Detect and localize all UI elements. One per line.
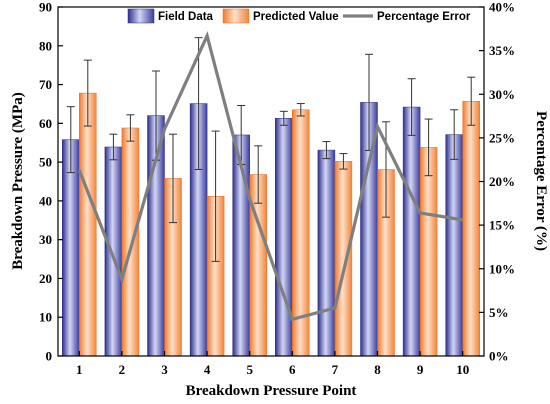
y-tick-label: 40	[39, 193, 52, 208]
y2-tick-label: 10%	[489, 261, 515, 276]
error-bars-layer	[66, 37, 476, 262]
x-tick-label: 5	[246, 362, 253, 377]
predicted-value-bar	[334, 161, 353, 357]
field-data-bar	[104, 146, 123, 357]
predicted-value-bar	[419, 147, 438, 357]
field-data-bar	[317, 149, 336, 357]
predicted-value-bar	[121, 127, 140, 357]
legend-predicted-value-label: Predicted Value	[253, 11, 339, 23]
x-tick-label: 3	[161, 362, 168, 377]
field-data-bar	[402, 106, 421, 357]
field-data-bar	[445, 134, 463, 357]
y2-axis-title: Percentage Error (%)	[533, 111, 549, 251]
x-tick-label: 10	[456, 362, 469, 377]
y-tick-label: 70	[39, 77, 52, 92]
left-axis: 0 10 20 30 40 50 60 70 80 90	[39, 0, 63, 364]
y2-tick-label: 20%	[489, 174, 515, 189]
error-line-layer	[77, 31, 463, 322]
bars-layer	[62, 92, 480, 357]
y-tick-label: 50	[39, 155, 52, 170]
predicted-value-bar	[462, 100, 480, 357]
legend-field-data-swatch	[127, 8, 155, 24]
y-axis-title: Breakdown Pressure (MPa)	[10, 92, 26, 270]
percentage-error-line	[77, 31, 463, 322]
y2-tick-label: 30%	[489, 87, 515, 102]
legend-field-data-label: Field Data	[158, 11, 214, 23]
x-axis-title: Breakdown Pressure Point	[186, 383, 357, 399]
y2-tick-label: 25%	[489, 130, 515, 145]
y2-tick-label: 0%	[489, 349, 509, 364]
field-data-bar	[275, 118, 293, 357]
y-tick-label: 60	[39, 116, 52, 131]
legend-predicted-value-swatch	[222, 8, 250, 24]
legend: Field Data Predicted Value Percentage Erro…	[127, 8, 471, 24]
y2-tick-label: 40%	[489, 0, 515, 15]
y-tick-label: 20	[39, 271, 52, 286]
y2-tick-label: 15%	[489, 218, 515, 233]
y-tick-label: 10	[39, 310, 52, 325]
y2-tick-label: 5%	[489, 305, 509, 320]
x-tick-label: 2	[119, 362, 126, 377]
y2-tick-label: 35%	[489, 43, 515, 58]
y-tick-label: 90	[39, 0, 52, 15]
x-tick-label: 4	[204, 362, 211, 377]
y-tick-label: 0	[46, 349, 53, 364]
predicted-value-bar	[79, 92, 97, 357]
y-tick-label: 30	[39, 232, 52, 247]
legend-percentage-error-label: Percentage Error	[377, 11, 471, 23]
right-axis: 0% 5% 10% 15% 20% 25% 30% 35% 40%	[479, 0, 515, 364]
x-tick-label: 9	[417, 362, 424, 377]
x-tick-label: 8	[374, 362, 381, 377]
x-tick-label: 1	[76, 362, 83, 377]
x-tick-label: 6	[289, 362, 296, 377]
y-tick-label: 80	[39, 38, 52, 53]
x-tick-label: 7	[332, 362, 339, 377]
x-axis: 1 2 3 4 5 6 7 8 9 10	[76, 351, 469, 377]
